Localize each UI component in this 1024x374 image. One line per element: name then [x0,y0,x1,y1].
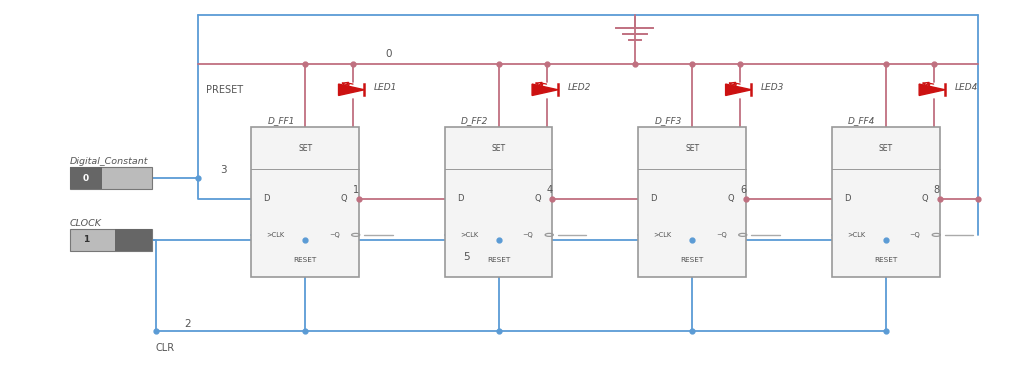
Text: >CLK: >CLK [847,232,865,238]
Bar [115,229,152,251]
Text: 4: 4 [547,185,553,194]
Text: LED1: LED1 [374,83,397,92]
Text: LED2: LED2 [567,83,591,92]
Text: PRESET: PRESET [206,85,243,95]
Text: 5: 5 [463,252,469,261]
Text: Q: Q [535,194,541,203]
Text: ~Q: ~Q [716,232,727,238]
Polygon shape [920,84,945,95]
Bar [639,127,745,277]
Bar [70,167,152,189]
Text: SET: SET [298,144,312,153]
Text: 1: 1 [353,185,359,194]
Text: D_FF3: D_FF3 [654,116,682,125]
Text: Q: Q [341,194,347,203]
Text: RESET: RESET [487,257,510,263]
Text: 6: 6 [740,185,746,194]
Text: >CLK: >CLK [460,232,478,238]
Text: >CLK: >CLK [653,232,672,238]
Bar [252,127,358,277]
Text: CLR: CLR [156,343,175,353]
Polygon shape [339,84,365,95]
Text: ~Q: ~Q [522,232,534,238]
Text: D: D [844,194,850,203]
Text: D_FF2: D_FF2 [461,116,488,125]
Bar [444,127,553,277]
Text: 2: 2 [184,319,190,328]
Bar [831,127,940,277]
Text: 0: 0 [386,49,392,59]
Text: LED3: LED3 [761,83,784,92]
Text: SET: SET [879,144,893,153]
Text: D: D [263,194,269,203]
Text: 3: 3 [220,165,226,175]
Text: Q: Q [922,194,928,203]
Text: Digital_Constant: Digital_Constant [70,157,148,166]
Text: 1: 1 [83,235,89,244]
Text: 8: 8 [934,185,940,194]
Text: Q: Q [728,194,734,203]
Text: RESET: RESET [294,257,316,263]
Polygon shape [532,84,558,95]
Text: RESET: RESET [681,257,703,263]
Text: SET: SET [492,144,506,153]
Text: LED4: LED4 [954,83,978,92]
Text: D_FF1: D_FF1 [267,116,295,125]
Text: 0: 0 [83,174,89,183]
Text: D: D [650,194,656,203]
Text: SET: SET [685,144,699,153]
Bar [70,229,152,251]
Text: ~Q: ~Q [909,232,921,238]
Polygon shape [726,84,752,95]
Text: CLOCK: CLOCK [70,219,101,228]
Text: D: D [457,194,463,203]
Text: ~Q: ~Q [329,232,340,238]
Bar [70,167,102,189]
Text: D_FF4: D_FF4 [848,116,876,125]
Text: RESET: RESET [874,257,897,263]
Text: >CLK: >CLK [266,232,285,238]
